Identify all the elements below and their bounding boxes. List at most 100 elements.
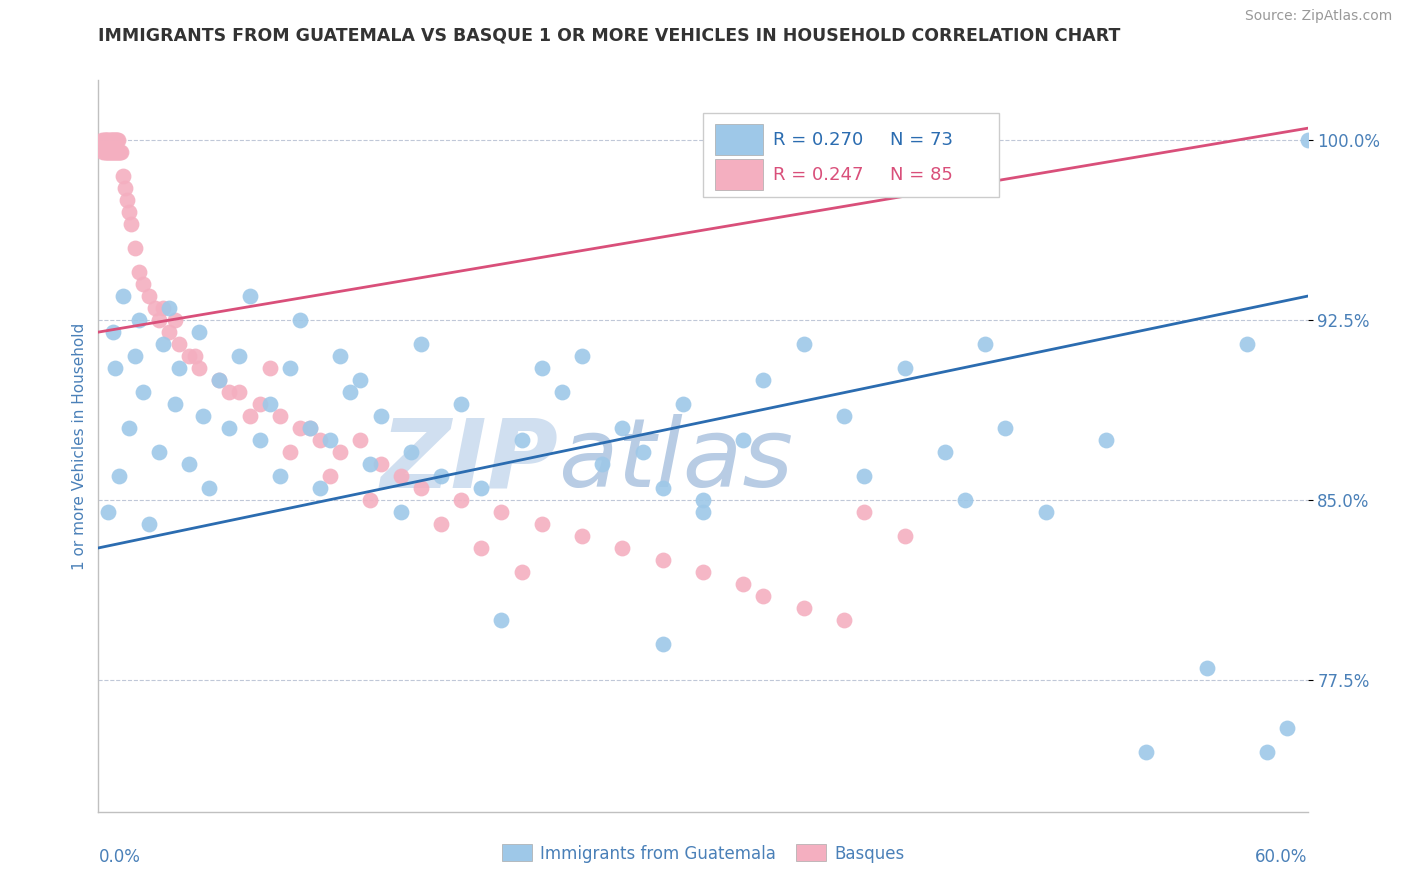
Point xyxy=(163,397,186,411)
Point xyxy=(893,529,915,543)
Y-axis label: 1 or more Vehicles in Household: 1 or more Vehicles in Household xyxy=(72,322,87,570)
Text: atlas: atlas xyxy=(558,414,793,508)
Point xyxy=(93,145,115,160)
Point xyxy=(193,409,215,423)
Point xyxy=(228,349,250,363)
Point xyxy=(288,421,311,435)
Point xyxy=(97,505,120,519)
Point xyxy=(110,145,132,160)
Point xyxy=(510,565,533,579)
Point xyxy=(450,397,472,411)
Point xyxy=(733,433,755,447)
Point xyxy=(953,492,976,507)
Point xyxy=(269,469,291,483)
Point xyxy=(409,337,432,351)
Point xyxy=(103,133,125,147)
Point xyxy=(853,505,876,519)
Point xyxy=(389,505,412,519)
Point xyxy=(319,433,342,447)
Point xyxy=(105,145,128,160)
Point xyxy=(218,421,240,435)
Point xyxy=(733,577,755,591)
Point xyxy=(470,541,492,555)
Point xyxy=(124,241,146,255)
Point xyxy=(98,133,121,147)
Point xyxy=(360,457,382,471)
Point xyxy=(138,289,160,303)
Point xyxy=(278,361,301,376)
Point xyxy=(370,409,392,423)
Point xyxy=(299,421,322,435)
Point xyxy=(94,145,117,160)
Point xyxy=(329,349,352,363)
Text: ZIP: ZIP xyxy=(380,414,558,508)
Point xyxy=(94,145,117,160)
Point xyxy=(107,133,129,147)
Point xyxy=(93,133,115,147)
Point xyxy=(612,421,634,435)
Point xyxy=(651,481,673,495)
Point xyxy=(188,325,211,339)
Point xyxy=(692,492,714,507)
Point xyxy=(107,145,129,160)
Point xyxy=(118,421,141,435)
Point xyxy=(96,133,118,147)
Point xyxy=(157,301,180,315)
Point xyxy=(832,409,855,423)
Point xyxy=(167,361,190,376)
Point xyxy=(934,445,956,459)
Text: R = 0.247: R = 0.247 xyxy=(773,166,863,184)
Point xyxy=(430,516,453,531)
Point xyxy=(188,361,211,376)
Point xyxy=(491,505,513,519)
Point xyxy=(692,505,714,519)
Point xyxy=(128,313,150,327)
Point xyxy=(360,492,382,507)
Point xyxy=(571,349,593,363)
Point xyxy=(1277,721,1299,735)
Point xyxy=(832,613,855,627)
Point xyxy=(853,469,876,483)
Point xyxy=(114,181,136,195)
Point xyxy=(179,457,201,471)
Text: 0.0%: 0.0% xyxy=(98,848,141,866)
Point xyxy=(152,337,174,351)
Point xyxy=(259,361,281,376)
Point xyxy=(218,385,240,400)
Point xyxy=(752,373,775,387)
Point xyxy=(111,169,134,184)
Point xyxy=(94,133,117,147)
Point xyxy=(672,397,695,411)
Point xyxy=(631,445,654,459)
Point xyxy=(430,469,453,483)
Point xyxy=(994,421,1017,435)
Point xyxy=(96,133,118,147)
Point xyxy=(793,600,815,615)
Point xyxy=(228,385,250,400)
Point xyxy=(319,469,342,483)
Point xyxy=(103,145,125,160)
Point xyxy=(104,133,127,147)
Point xyxy=(111,289,134,303)
Point xyxy=(184,349,207,363)
Text: Source: ZipAtlas.com: Source: ZipAtlas.com xyxy=(1244,9,1392,23)
Point xyxy=(269,409,291,423)
Point xyxy=(692,565,714,579)
Point xyxy=(309,481,332,495)
Point xyxy=(198,481,221,495)
Point xyxy=(115,193,138,207)
Point xyxy=(409,481,432,495)
Text: 60.0%: 60.0% xyxy=(1256,848,1308,866)
Point xyxy=(1296,133,1319,147)
Point xyxy=(105,133,128,147)
Point xyxy=(349,433,371,447)
Point xyxy=(97,145,120,160)
Point xyxy=(103,133,125,147)
Point xyxy=(551,385,574,400)
Point xyxy=(103,361,125,376)
Point xyxy=(752,589,775,603)
Point xyxy=(1236,337,1258,351)
Point xyxy=(339,385,361,400)
Point xyxy=(299,421,322,435)
Point xyxy=(249,433,271,447)
